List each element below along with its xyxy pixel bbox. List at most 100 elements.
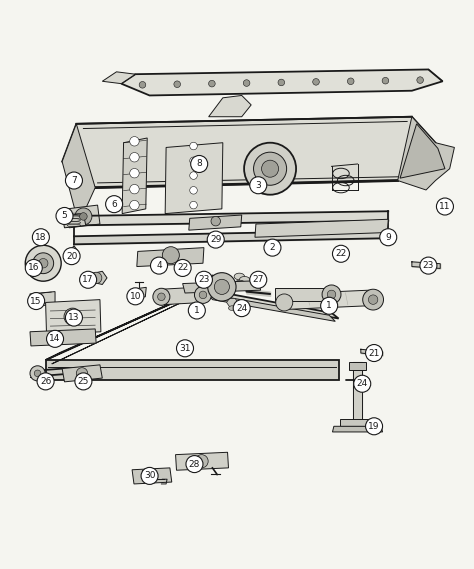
Polygon shape [204,289,338,319]
Polygon shape [122,138,147,213]
Polygon shape [46,360,338,380]
Circle shape [233,300,250,316]
Circle shape [262,160,279,177]
Circle shape [380,229,397,246]
Circle shape [363,289,383,310]
Circle shape [195,455,208,468]
Circle shape [190,172,197,179]
Circle shape [38,258,48,268]
Circle shape [195,271,212,288]
Circle shape [209,80,215,87]
Circle shape [199,291,207,299]
Circle shape [437,198,454,215]
Circle shape [365,418,383,435]
Text: 23: 23 [423,261,434,270]
Circle shape [190,157,197,164]
Text: 7: 7 [71,176,77,185]
Text: 22: 22 [335,249,346,258]
Circle shape [65,309,82,326]
Circle shape [250,177,267,194]
Circle shape [214,279,229,294]
Circle shape [186,456,203,473]
Circle shape [332,245,349,262]
Circle shape [75,373,92,390]
Circle shape [56,208,73,225]
Polygon shape [227,298,238,307]
Circle shape [174,259,191,277]
Text: 24: 24 [356,380,368,388]
Polygon shape [102,72,136,84]
Circle shape [174,81,181,88]
Polygon shape [160,287,204,305]
Circle shape [190,142,197,150]
Circle shape [254,152,287,185]
Polygon shape [275,288,327,300]
Circle shape [139,81,146,88]
Circle shape [130,184,139,194]
Polygon shape [400,124,445,178]
Circle shape [417,77,423,84]
Polygon shape [189,215,242,230]
Polygon shape [332,426,383,432]
Circle shape [75,208,92,225]
Text: 3: 3 [255,181,261,189]
Text: 2: 2 [270,243,275,252]
Text: 25: 25 [78,377,89,386]
Text: 30: 30 [144,471,155,480]
Circle shape [91,272,102,283]
Circle shape [420,257,437,274]
Text: 18: 18 [35,233,46,242]
Text: 6: 6 [111,200,117,209]
Circle shape [33,253,54,274]
Text: 20: 20 [66,251,77,261]
Polygon shape [349,362,365,370]
Polygon shape [62,213,86,228]
Polygon shape [283,290,369,310]
Polygon shape [62,365,102,382]
Text: 11: 11 [439,202,451,211]
Text: 17: 17 [82,275,94,284]
Text: 19: 19 [368,422,380,431]
Circle shape [151,257,167,274]
Text: 8: 8 [196,159,202,168]
Polygon shape [121,69,443,96]
Circle shape [76,368,88,379]
Ellipse shape [239,277,250,283]
Text: 24: 24 [236,304,247,312]
Circle shape [27,292,45,310]
Ellipse shape [228,306,236,311]
Polygon shape [182,281,261,293]
Circle shape [30,366,45,381]
Circle shape [157,293,165,300]
Polygon shape [30,329,96,346]
Circle shape [320,297,337,314]
Circle shape [190,187,197,194]
Text: 21: 21 [368,349,380,357]
Circle shape [141,467,158,484]
Circle shape [69,313,76,320]
Polygon shape [340,419,375,426]
Text: 27: 27 [253,275,264,284]
Ellipse shape [234,273,245,280]
Text: 1: 1 [194,306,200,315]
Text: 22: 22 [177,263,188,273]
Circle shape [354,375,371,392]
Circle shape [188,302,205,319]
Circle shape [211,216,220,226]
Circle shape [327,290,336,299]
Text: 31: 31 [179,344,191,353]
Circle shape [250,271,267,288]
Circle shape [80,271,97,288]
Circle shape [207,231,224,248]
Text: 16: 16 [28,263,39,273]
Polygon shape [131,287,146,299]
Text: 26: 26 [40,377,51,386]
Circle shape [64,308,81,325]
Circle shape [264,239,281,256]
Circle shape [190,201,197,209]
Text: 23: 23 [198,275,210,284]
Circle shape [63,248,80,265]
Text: 10: 10 [129,292,141,301]
Ellipse shape [235,281,245,287]
Circle shape [347,78,354,85]
